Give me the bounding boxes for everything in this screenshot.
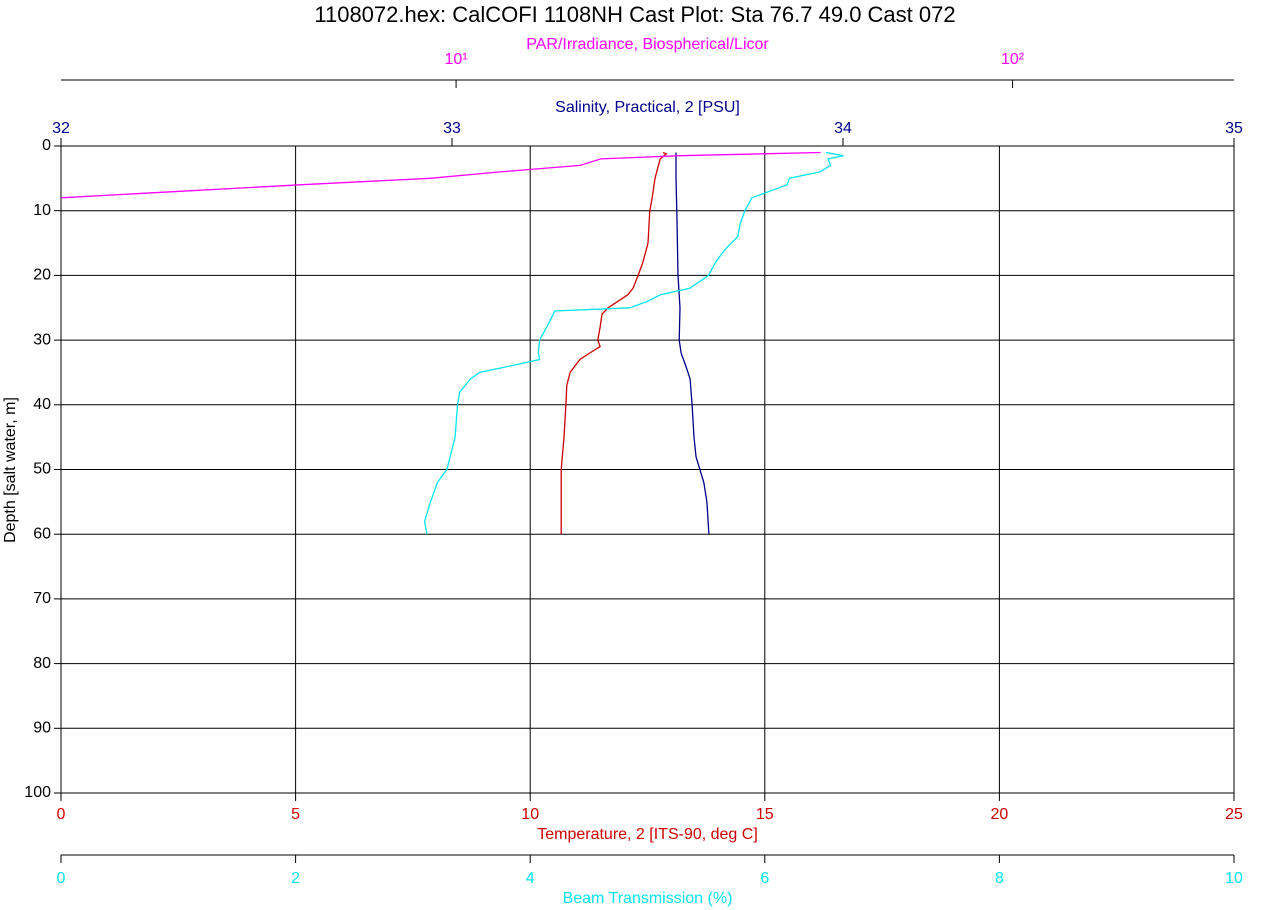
x-axis-title: PAR/Irradiance, Biospherical/Licor bbox=[526, 36, 769, 53]
y-tick-label: 10 bbox=[33, 202, 51, 219]
y-tick-label: 70 bbox=[33, 590, 51, 607]
y-tick-label: 0 bbox=[42, 137, 51, 154]
x-tick-label: 10¹ bbox=[445, 51, 468, 68]
x-tick-label: 32 bbox=[52, 120, 70, 137]
x-tick-label: 8 bbox=[995, 870, 1004, 887]
x-tick-label: 4 bbox=[526, 870, 535, 887]
profile-line bbox=[560, 151, 668, 535]
x-axis-title: Beam Transmission (%) bbox=[563, 890, 733, 907]
x-tick-label: 34 bbox=[834, 120, 852, 137]
x-tick-label: 10 bbox=[1225, 870, 1243, 887]
profile-line bbox=[675, 152, 710, 535]
x-axis-title: Salinity, Practical, 2 [PSU] bbox=[555, 99, 740, 116]
x-tick-label: 20 bbox=[991, 806, 1009, 823]
x-tick-label: 25 bbox=[1225, 806, 1243, 823]
y-axis-title: Depth [salt water, m] bbox=[2, 397, 19, 543]
profile-line bbox=[60, 151, 821, 199]
y-tick-label: 80 bbox=[33, 655, 51, 672]
chart-title: 1108072.hex: CalCOFI 1108NH Cast Plot: S… bbox=[314, 2, 955, 27]
x-tick-label: 10 bbox=[521, 806, 539, 823]
y-tick-label: 20 bbox=[33, 267, 51, 284]
y-tick-label: 60 bbox=[33, 525, 51, 542]
y-tick-label: 30 bbox=[33, 331, 51, 348]
x-tick-label: 5 bbox=[291, 806, 300, 823]
x-tick-label: 0 bbox=[57, 870, 66, 887]
y-tick-label: 90 bbox=[33, 720, 51, 737]
x-tick-label: 10² bbox=[1001, 51, 1025, 68]
y-tick-label: 40 bbox=[33, 396, 51, 413]
x-tick-label: 35 bbox=[1225, 120, 1243, 137]
x-axis-title: Temperature, 2 [ITS-90, deg C] bbox=[537, 826, 758, 843]
x-tick-label: 33 bbox=[443, 120, 461, 137]
x-tick-label: 2 bbox=[291, 870, 300, 887]
x-tick-label: 15 bbox=[756, 806, 774, 823]
x-tick-label: 6 bbox=[760, 870, 769, 887]
y-tick-label: 100 bbox=[24, 784, 51, 801]
profile-line bbox=[423, 151, 844, 535]
x-tick-label: 0 bbox=[57, 806, 66, 823]
y-tick-label: 50 bbox=[33, 461, 51, 478]
